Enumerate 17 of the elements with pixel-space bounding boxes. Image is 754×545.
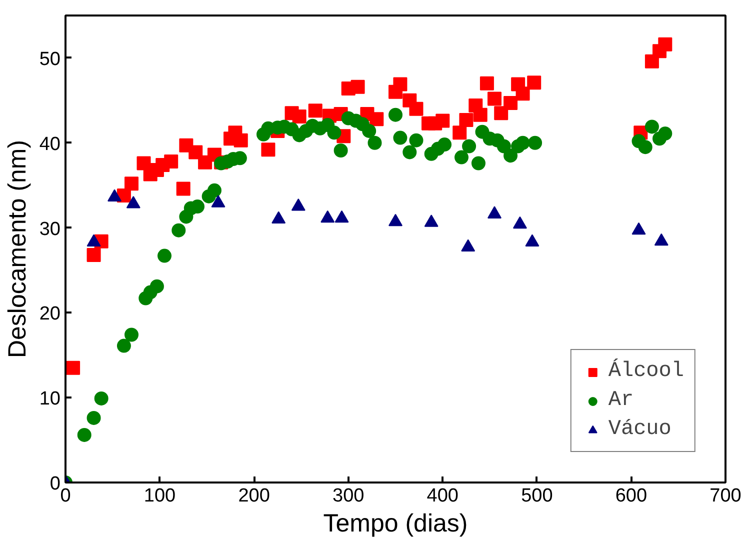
y-tick-label: 10 (39, 388, 61, 410)
y-tick-label: 30 (39, 218, 61, 240)
x-tick-label: 100 (144, 486, 176, 506)
y-tick-label: 50 (39, 48, 61, 70)
legend-label: Vácuo (608, 418, 672, 441)
x-tick-label: 700 (710, 486, 742, 506)
x-axis-title: Tempo (dias) (323, 510, 468, 538)
x-tick-label: 200 (238, 486, 270, 506)
y-tick-label: 40 (39, 134, 61, 155)
x-tick-label: 500 (521, 486, 553, 506)
legend-label: Ar (608, 389, 634, 412)
x-tick-label: 300 (332, 486, 364, 506)
y-axis-title: Deslocamento (nm) (3, 140, 32, 358)
legend-label: Álcool (608, 360, 684, 383)
y-tick-label: 20 (39, 304, 61, 325)
x-tick-label: 600 (615, 486, 648, 506)
x-tick-label: 400 (426, 486, 458, 506)
